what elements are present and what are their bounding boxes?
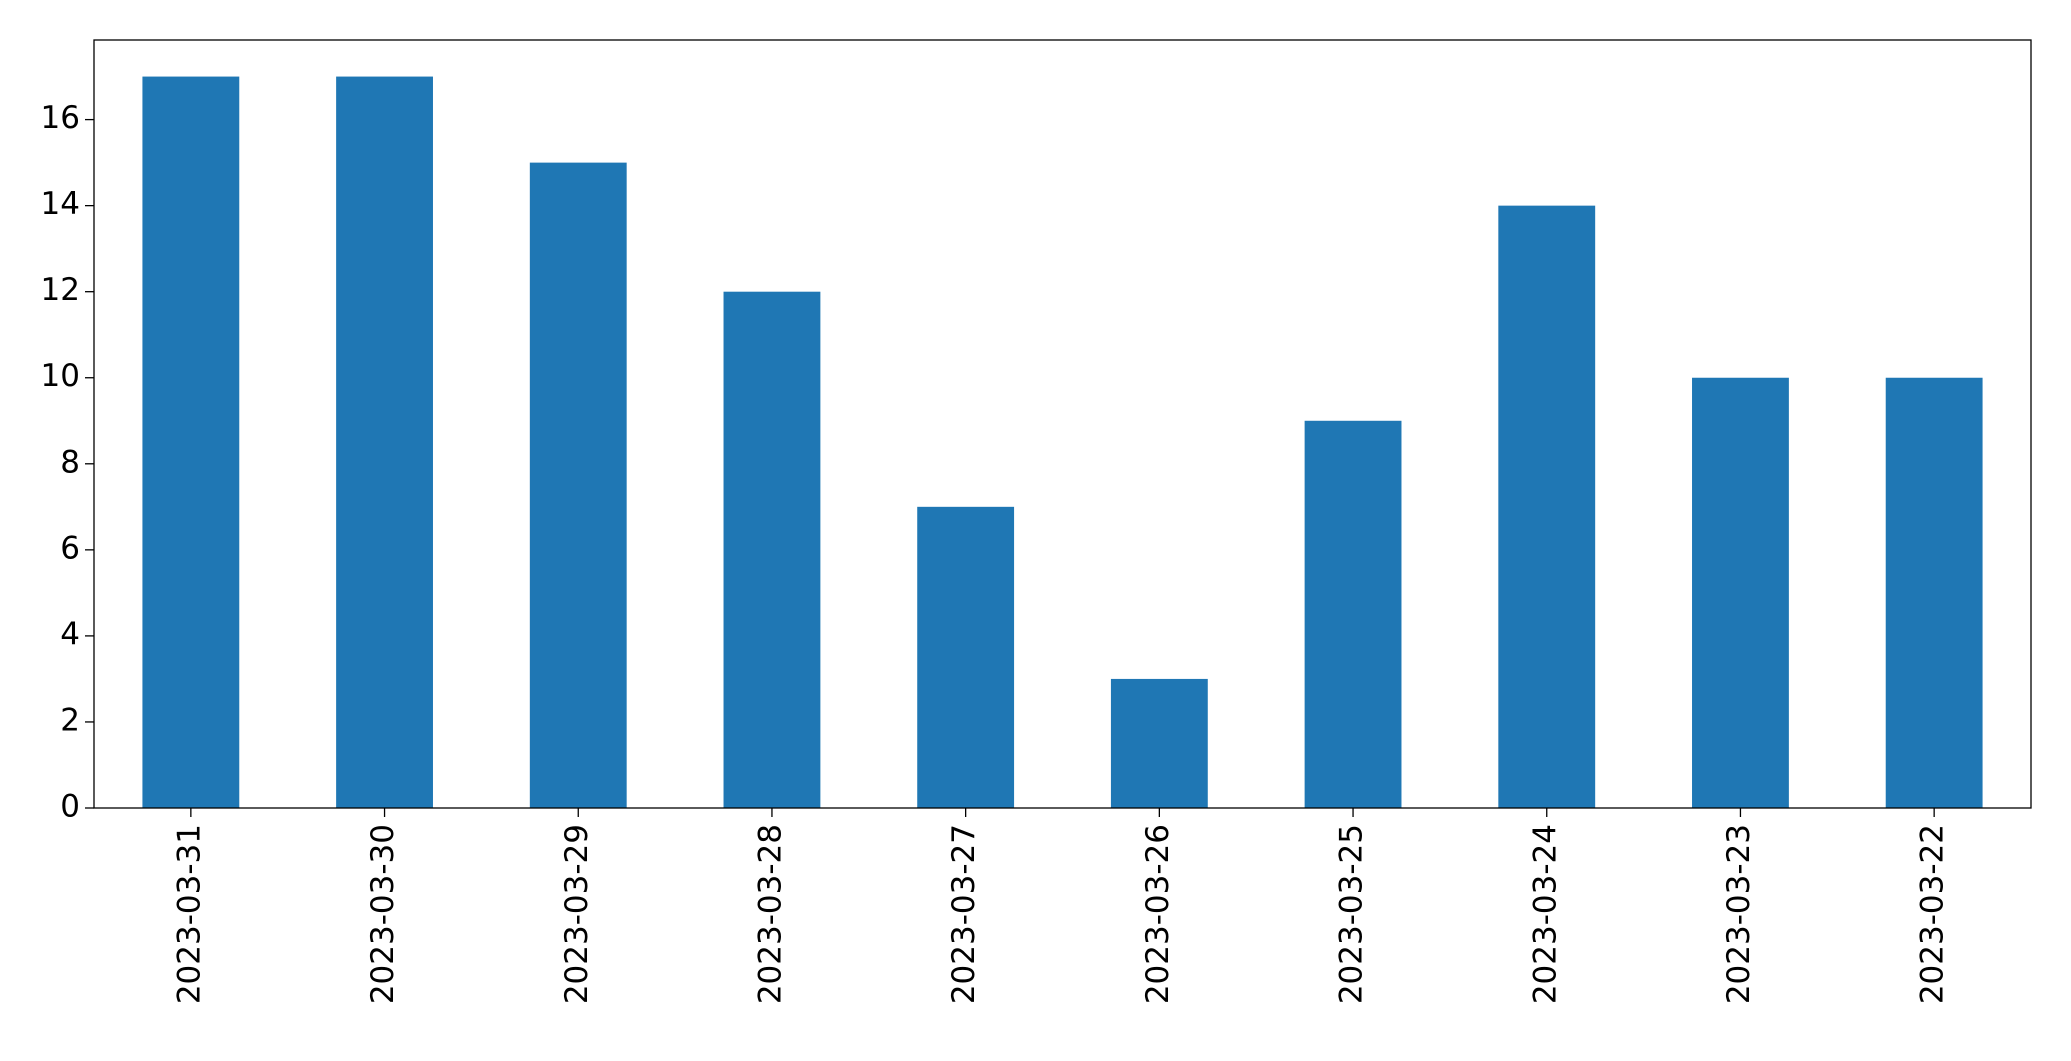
- y-tick-label: 6: [60, 530, 80, 566]
- bar: [723, 291, 821, 808]
- x-tick-label: 2023-03-23: [1721, 824, 1757, 1004]
- x-tick-label: 2023-03-22: [1915, 824, 1951, 1004]
- x-tick-label: 2023-03-28: [752, 824, 788, 1004]
- y-tick-label: 8: [60, 444, 80, 480]
- bar: [529, 162, 627, 809]
- axes-frame: [93, 39, 2032, 809]
- y-tick-label: 14: [41, 186, 80, 222]
- x-tick-label: 2023-03-25: [1334, 824, 1370, 1004]
- bar: [917, 506, 1015, 808]
- y-tick-label: 4: [60, 616, 80, 652]
- bar: [1304, 420, 1402, 808]
- x-tick-label: 2023-03-29: [559, 824, 595, 1004]
- bar: [1885, 377, 1983, 808]
- x-tick-label: 2023-03-27: [946, 824, 982, 1004]
- x-tick-label: 2023-03-30: [365, 824, 401, 1004]
- x-tick-label: 2023-03-31: [171, 824, 207, 1004]
- y-tick-label: 0: [60, 789, 80, 825]
- bar: [1498, 205, 1596, 808]
- bar: [1110, 678, 1208, 808]
- x-tick-label: 2023-03-26: [1140, 824, 1176, 1004]
- y-tick-label: 10: [41, 358, 80, 394]
- y-tick-label: 12: [41, 272, 80, 308]
- bar: [336, 76, 433, 809]
- bar: [142, 76, 240, 809]
- x-tick-label: 2023-03-24: [1527, 824, 1563, 1004]
- y-tick-label: 2: [60, 702, 80, 738]
- y-tick-label: 16: [41, 100, 80, 136]
- bar: [1692, 377, 1789, 808]
